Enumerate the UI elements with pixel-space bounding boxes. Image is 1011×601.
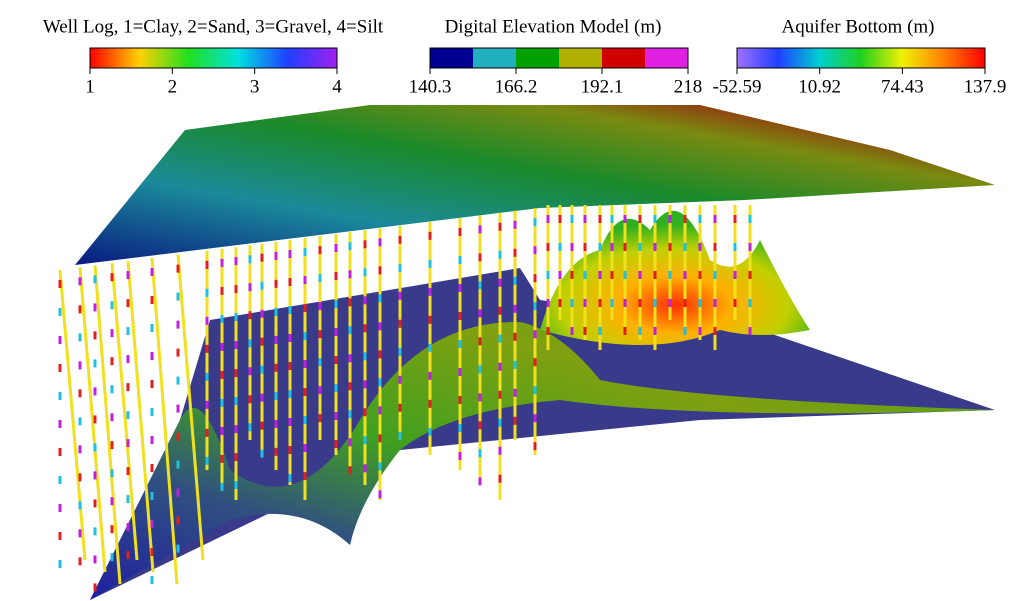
- colorbar-block: [516, 48, 559, 68]
- colorbar-tick-label: 2: [168, 76, 178, 97]
- colorbar-tick-label: -52.59: [712, 76, 761, 97]
- legends: Well Log, 1=Clay, 2=Sand, 3=Gravel, 4=Si…: [43, 16, 1007, 97]
- colorbar-tick-label: 140.3: [409, 76, 452, 97]
- colorbar-block: [645, 48, 688, 68]
- well: [60, 270, 85, 560]
- aquifer-peaks: [540, 211, 810, 345]
- colorbar: [90, 48, 337, 68]
- legend-title: Digital Elevation Model (m): [445, 16, 662, 37]
- legend-title: Well Log, 1=Clay, 2=Sand, 3=Gravel, 4=Si…: [43, 16, 384, 37]
- colorbar-tick-label: 137.9: [964, 76, 1007, 97]
- colorbar-tick-label: 10.92: [798, 76, 841, 97]
- colorbar-tick-label: 4: [332, 76, 342, 97]
- colorbar-tick-label: 3: [250, 76, 260, 97]
- well: [80, 267, 105, 572]
- colorbar-tick-label: 1: [85, 76, 95, 97]
- aquifer-plane: [90, 268, 995, 600]
- colorbar-block: [473, 48, 516, 68]
- colorbar-tick-label: 192.1: [581, 76, 624, 97]
- colorbar-tick-label: 166.2: [495, 76, 538, 97]
- colorbar: [737, 48, 985, 68]
- colorbar-block: [430, 48, 473, 68]
- colorbar-tick-label: 74.43: [881, 76, 924, 97]
- visualization: Well Log, 1=Clay, 2=Sand, 3=Gravel, 4=Si…: [0, 0, 1011, 601]
- colorbar-tick-label: 218: [674, 76, 703, 97]
- colorbar-block: [559, 48, 602, 68]
- legend-title: Aquifer Bottom (m): [781, 16, 934, 37]
- colorbar-block: [602, 48, 645, 68]
